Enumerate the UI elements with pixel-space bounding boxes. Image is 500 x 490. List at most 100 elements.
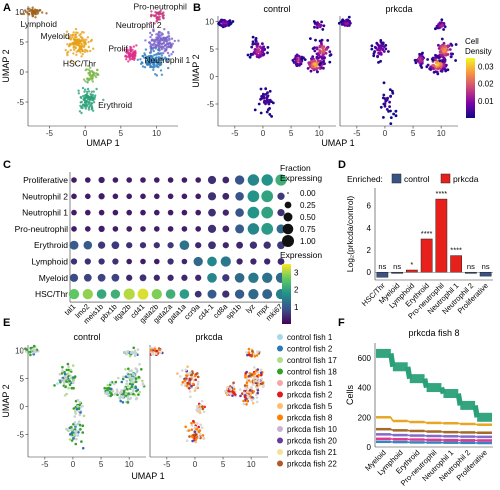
panel-e-point xyxy=(256,391,260,395)
panel-e-point xyxy=(192,382,195,386)
panel-a-point-neutrophil-2 xyxy=(162,36,166,39)
panel-c-row-label: Myeloid xyxy=(39,273,69,283)
panel-a-point-myeloid xyxy=(80,42,83,46)
panel-a-point-neutrophil-1 xyxy=(154,47,157,50)
panel-b-density-point xyxy=(294,63,298,66)
panel-a-point-prolif xyxy=(125,50,128,54)
panel-a-point-neutrophil-1 xyxy=(167,57,170,61)
panel-a-point-erythroid xyxy=(92,90,96,93)
panel-b-density-point xyxy=(345,22,349,26)
panel-e-point xyxy=(194,378,197,382)
panel-b-density-point xyxy=(432,67,435,71)
panel-b-density-point xyxy=(372,54,376,58)
panel-a-point-pro-neutrophil xyxy=(160,12,163,15)
panel-b-density-point xyxy=(222,23,226,27)
panel-f-flow-link xyxy=(421,378,430,389)
panel-b-density-point xyxy=(251,42,255,46)
panel-a-point-neutrophil-1 xyxy=(154,73,157,76)
panel-c-dot xyxy=(181,209,188,216)
panel-a-point-neutrophil-2 xyxy=(159,38,162,41)
panel-c-dot xyxy=(167,209,174,216)
panel-c-dot xyxy=(137,288,149,300)
panel-a-point-neutrophil-1 xyxy=(160,52,163,55)
panel-a-point-myeloid xyxy=(75,38,79,41)
panel-b-density-point xyxy=(266,91,269,95)
panel-b-density-point xyxy=(325,48,328,51)
panel-a-x-axis-title: UMAP 1 xyxy=(86,138,119,148)
panel-f-flow-segment xyxy=(376,427,391,431)
panel-a-point-myeloid xyxy=(87,45,91,49)
panel-a-point-myeloid xyxy=(74,40,77,43)
panel-a-point-pro-neutrophil xyxy=(157,13,160,16)
panel-f-flow-link xyxy=(441,430,444,433)
panel-a-point-neutrophil-1 xyxy=(160,73,164,77)
panel-a-point-neutrophil-1 xyxy=(158,56,162,59)
panel-a-point-erythroid xyxy=(90,104,94,108)
panel-b-prkcda-x-tick-label: 10 xyxy=(437,129,446,138)
panel-a-point-neutrophil-1 xyxy=(149,51,153,54)
panel-c-dot xyxy=(126,226,133,232)
panel-a-point-myeloid xyxy=(86,50,89,53)
panel-b-density-point xyxy=(253,108,257,112)
panel-c-dot xyxy=(98,225,105,233)
panel-c-size-legend-label: 1.00 xyxy=(300,237,316,246)
panel-b-density-point xyxy=(314,38,317,42)
panel-e-point xyxy=(74,412,77,415)
panel-e-point xyxy=(79,411,82,414)
panel-b-density-point xyxy=(328,60,332,64)
panel-f-title: prkcda fish 8 xyxy=(408,328,459,338)
panel-a-point-neutrophil-2 xyxy=(160,32,164,35)
panel-e-point xyxy=(184,368,188,372)
panel-a-point-erythroid xyxy=(77,92,81,95)
panel-c-dot xyxy=(181,274,188,281)
panel-a-point-pro-neutrophil xyxy=(150,13,153,16)
panel-c-dot xyxy=(68,288,80,300)
panel-a-point-pro-neutrophil xyxy=(162,17,165,20)
panel-a-point-prolif xyxy=(131,48,134,52)
panel-c-dot xyxy=(151,288,162,300)
panel-a-point-myeloid xyxy=(92,47,95,50)
panel-c-size-legend-dot xyxy=(284,201,292,209)
panel-d-significance-label: * xyxy=(410,260,413,269)
panel-e-point xyxy=(64,377,68,380)
panel-a-point-neutrophil-1 xyxy=(152,63,155,67)
panel-e-point xyxy=(256,389,260,392)
panel-a-point-neutrophil-2 xyxy=(165,47,168,50)
panel-f-flow-link xyxy=(390,433,394,436)
panel-e-point xyxy=(151,352,154,356)
panel-d-legend-label-control: control xyxy=(404,174,430,184)
panel-c-row-label: Neutrophil 1 xyxy=(22,208,68,218)
panel-e-point xyxy=(126,387,129,391)
panel-a-point-neutrophil-2 xyxy=(159,45,162,48)
panel-a-point-hsc-thr xyxy=(90,78,94,81)
panel-b-density-point xyxy=(420,59,424,63)
panel-e-point xyxy=(140,368,143,371)
panel-a-point-myeloid xyxy=(80,47,83,51)
panel-c-dot xyxy=(126,177,133,183)
panel-a-point-lymphoid xyxy=(31,11,34,14)
panel-b-density-point xyxy=(443,49,447,53)
panel-b-legend-title-line2: Density xyxy=(465,47,492,56)
panel-c-dot xyxy=(167,258,174,265)
panel-b-density-point xyxy=(264,87,268,91)
panel-b-density-point xyxy=(439,50,443,54)
panel-c-dot xyxy=(110,289,121,299)
panel-c-dot xyxy=(167,193,174,200)
panel-e-point xyxy=(25,348,28,351)
panel-b-control-x-tick-label: -5 xyxy=(231,129,239,138)
panel-e-point xyxy=(56,382,59,385)
panel-e-point xyxy=(253,366,256,369)
panel-e-legend-swatch xyxy=(277,357,283,363)
panel-c-colorbar-tick-label: 3 xyxy=(294,269,299,278)
panel-b-density-point xyxy=(454,43,458,46)
panel-d-significance-label: **** xyxy=(450,246,462,255)
panel-b-density-point xyxy=(322,59,325,63)
panel-e-point xyxy=(123,387,127,390)
panel-e-point xyxy=(119,391,122,394)
panel-b-prkcda-x-tick-label: 5 xyxy=(411,129,416,138)
panel-e-legend-swatch xyxy=(277,426,283,432)
panel-a-point-erythroid xyxy=(91,99,94,102)
panel-a-point-neutrophil-2 xyxy=(149,49,153,52)
panel-c-dot xyxy=(222,192,230,200)
panel-b-density-point xyxy=(250,45,254,49)
